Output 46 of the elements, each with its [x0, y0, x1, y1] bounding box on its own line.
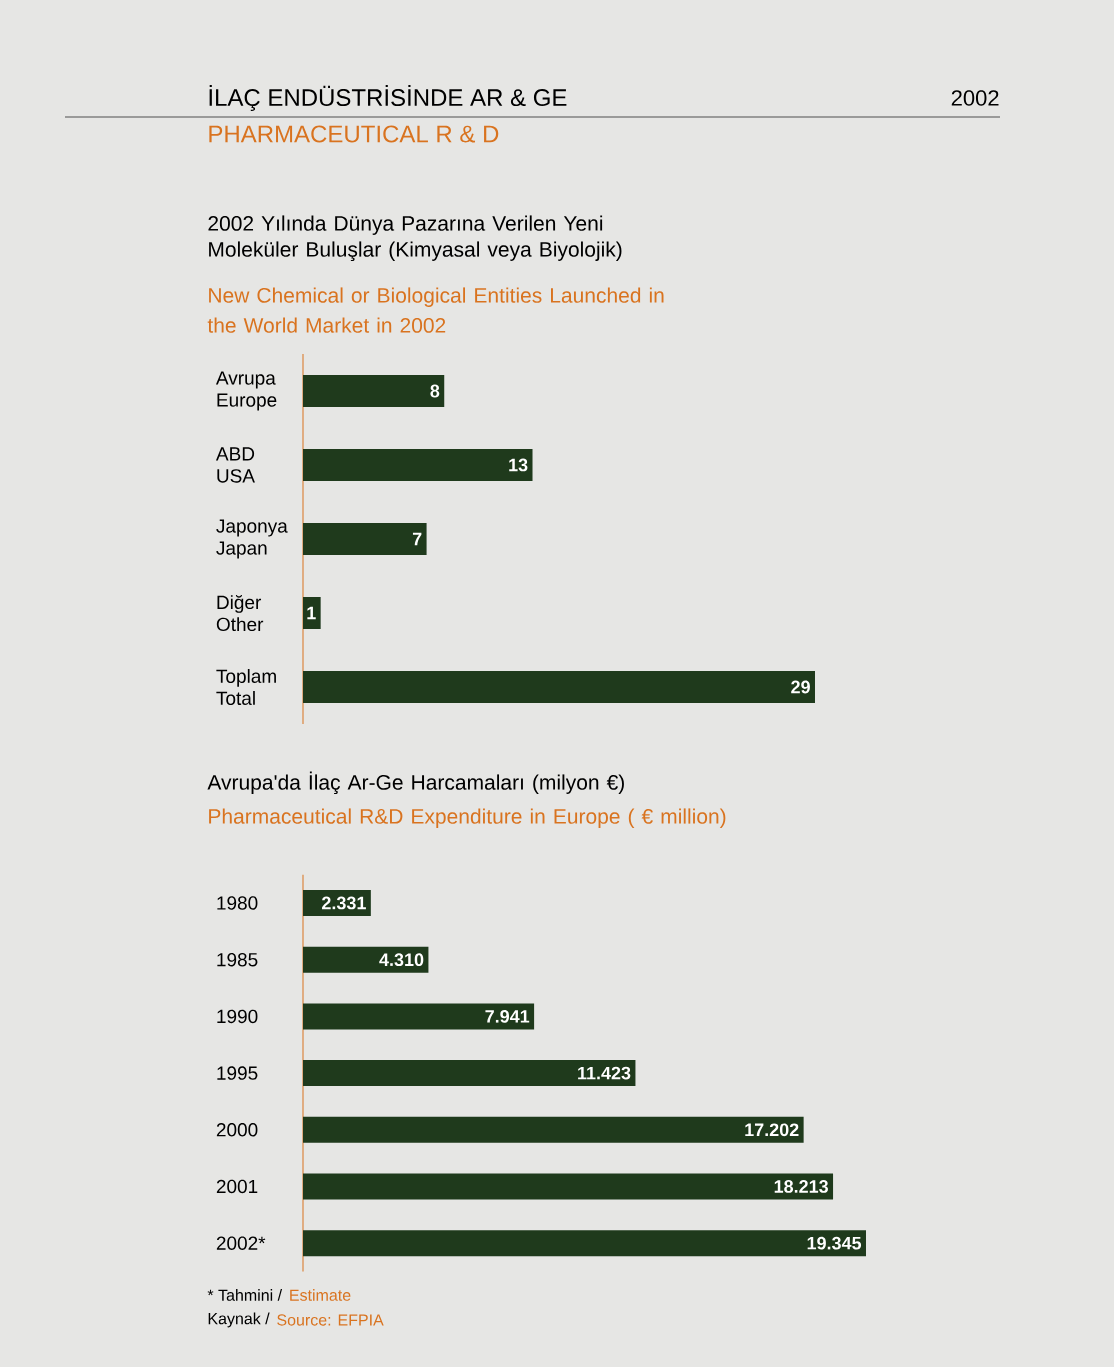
y-tick-label: 2002*: [216, 1236, 266, 1250]
bar: [302, 1173, 834, 1200]
bar: [302, 449, 533, 481]
data-label: 19.345: [807, 1236, 862, 1250]
y-tick-label: 1995: [217, 1066, 258, 1080]
bar: [302, 671, 815, 703]
text: İLAÇ ENDÜSTRİSİNDE AR & GE: [209, 85, 567, 111]
chart-title: Avrupa'da İlaç Ar-Ge Harcamaları (milyon €): [207, 771, 624, 795]
bar: [302, 1230, 866, 1257]
data-label: 4.310: [379, 953, 424, 967]
data-label: 29: [791, 680, 810, 694]
data-label: 13: [509, 458, 528, 472]
source-note: Source: EFPIA: [277, 1314, 384, 1326]
data-label: 2.331: [322, 896, 366, 910]
bar: [302, 1116, 804, 1143]
data-label: 17.202: [745, 1123, 799, 1137]
bar: [302, 946, 429, 973]
y-tick-label: 1990: [217, 1009, 258, 1024]
y-tick-label: 1980: [217, 896, 258, 910]
bar: [302, 1003, 535, 1030]
y-tick-label: Toplam Total: [216, 669, 276, 705]
text: PHARMACEUTICAL R & D: [209, 125, 499, 143]
y-tick-label: 2000: [216, 1123, 258, 1137]
data-label: 18.213: [774, 1180, 828, 1193]
data-label: 1: [307, 606, 316, 620]
y-tick-label: Diğer Other: [216, 594, 264, 632]
text: Kaynak /: [208, 1312, 270, 1328]
data-label: 8: [430, 384, 440, 398]
y-tick-label: Japonya Japan: [216, 519, 288, 559]
text: Estimate: [290, 1289, 351, 1301]
text: * Tahmini /: [207, 1289, 283, 1301]
y-tick-label: Avrupa Europe: [215, 371, 277, 411]
bar: [302, 597, 321, 629]
data-label: 11.423: [578, 1066, 631, 1080]
chart-title: 2002 Yılında Dünya Pazarına Verilen Yeni Moleküler Buluşlar (Kimyasal veya Biyolojik): [208, 215, 622, 262]
y-tick-label: 2001: [216, 1179, 258, 1194]
data-label: 7.941: [485, 1010, 530, 1023]
y-tick-label: 1985: [217, 952, 258, 967]
chart-subtitle: New Chemical or Biological Entities Launched in the World Market in 2002: [207, 287, 664, 333]
chart-subtitle: Pharmaceutical R&D Expenditure in Europe ( € million): [209, 808, 726, 828]
bar: [302, 523, 427, 555]
y-tick-label: ABD USA: [215, 447, 255, 483]
data-label: 7: [412, 532, 422, 546]
bar: [302, 1060, 636, 1087]
text: 2002: [951, 90, 999, 106]
bar: [302, 375, 445, 407]
